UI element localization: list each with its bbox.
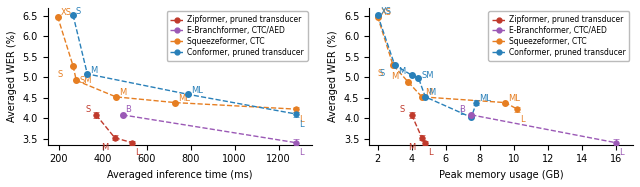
Legend: Zipformer, pruned transducer, E-Branchformer, CTC/AED, Squeezeformer, CTC, Confo: Zipformer, pruned transducer, E-Branchfo… <box>488 11 629 61</box>
Text: S: S <box>76 7 81 16</box>
Text: L: L <box>459 108 463 117</box>
X-axis label: Peak memory usage (GB): Peak memory usage (GB) <box>439 170 563 180</box>
Text: S: S <box>85 105 90 114</box>
Text: L: L <box>520 115 525 124</box>
Text: L: L <box>299 119 303 129</box>
Text: L: L <box>135 148 140 157</box>
Text: M: M <box>118 88 126 97</box>
Text: ML: ML <box>178 94 190 103</box>
Text: M: M <box>392 72 399 81</box>
Text: XS: XS <box>380 7 392 16</box>
Legend: Zipformer, pruned transducer, E-Branchformer, CTC/AED, Squeezeformer, CTC, Confo: Zipformer, pruned transducer, E-Branchfo… <box>166 11 308 61</box>
Y-axis label: Averaged WER (%): Averaged WER (%) <box>328 30 339 122</box>
Text: L: L <box>428 148 433 157</box>
Text: M: M <box>101 143 108 152</box>
Text: XS: XS <box>60 8 72 17</box>
Y-axis label: Averaged WER (%): Averaged WER (%) <box>7 30 17 122</box>
Text: ML: ML <box>191 86 203 95</box>
Text: L: L <box>299 115 303 124</box>
X-axis label: Averaged inference time (ms): Averaged inference time (ms) <box>107 170 252 180</box>
Text: S: S <box>380 69 385 78</box>
Text: S: S <box>378 69 383 78</box>
Text: SM: SM <box>421 71 434 80</box>
Text: S: S <box>58 70 63 79</box>
Text: M: M <box>425 88 432 97</box>
Text: XS: XS <box>380 8 392 17</box>
Text: M: M <box>90 66 97 75</box>
Text: M: M <box>398 67 405 76</box>
Text: ML: ML <box>508 94 520 103</box>
Text: SM: SM <box>79 76 92 85</box>
Text: M: M <box>428 88 435 97</box>
Text: L: L <box>619 148 623 157</box>
Text: B: B <box>459 105 465 114</box>
Text: M: M <box>408 143 415 152</box>
Text: S: S <box>399 105 404 114</box>
Text: L: L <box>299 148 303 157</box>
Text: ML: ML <box>479 94 491 103</box>
Text: B: B <box>125 105 131 114</box>
